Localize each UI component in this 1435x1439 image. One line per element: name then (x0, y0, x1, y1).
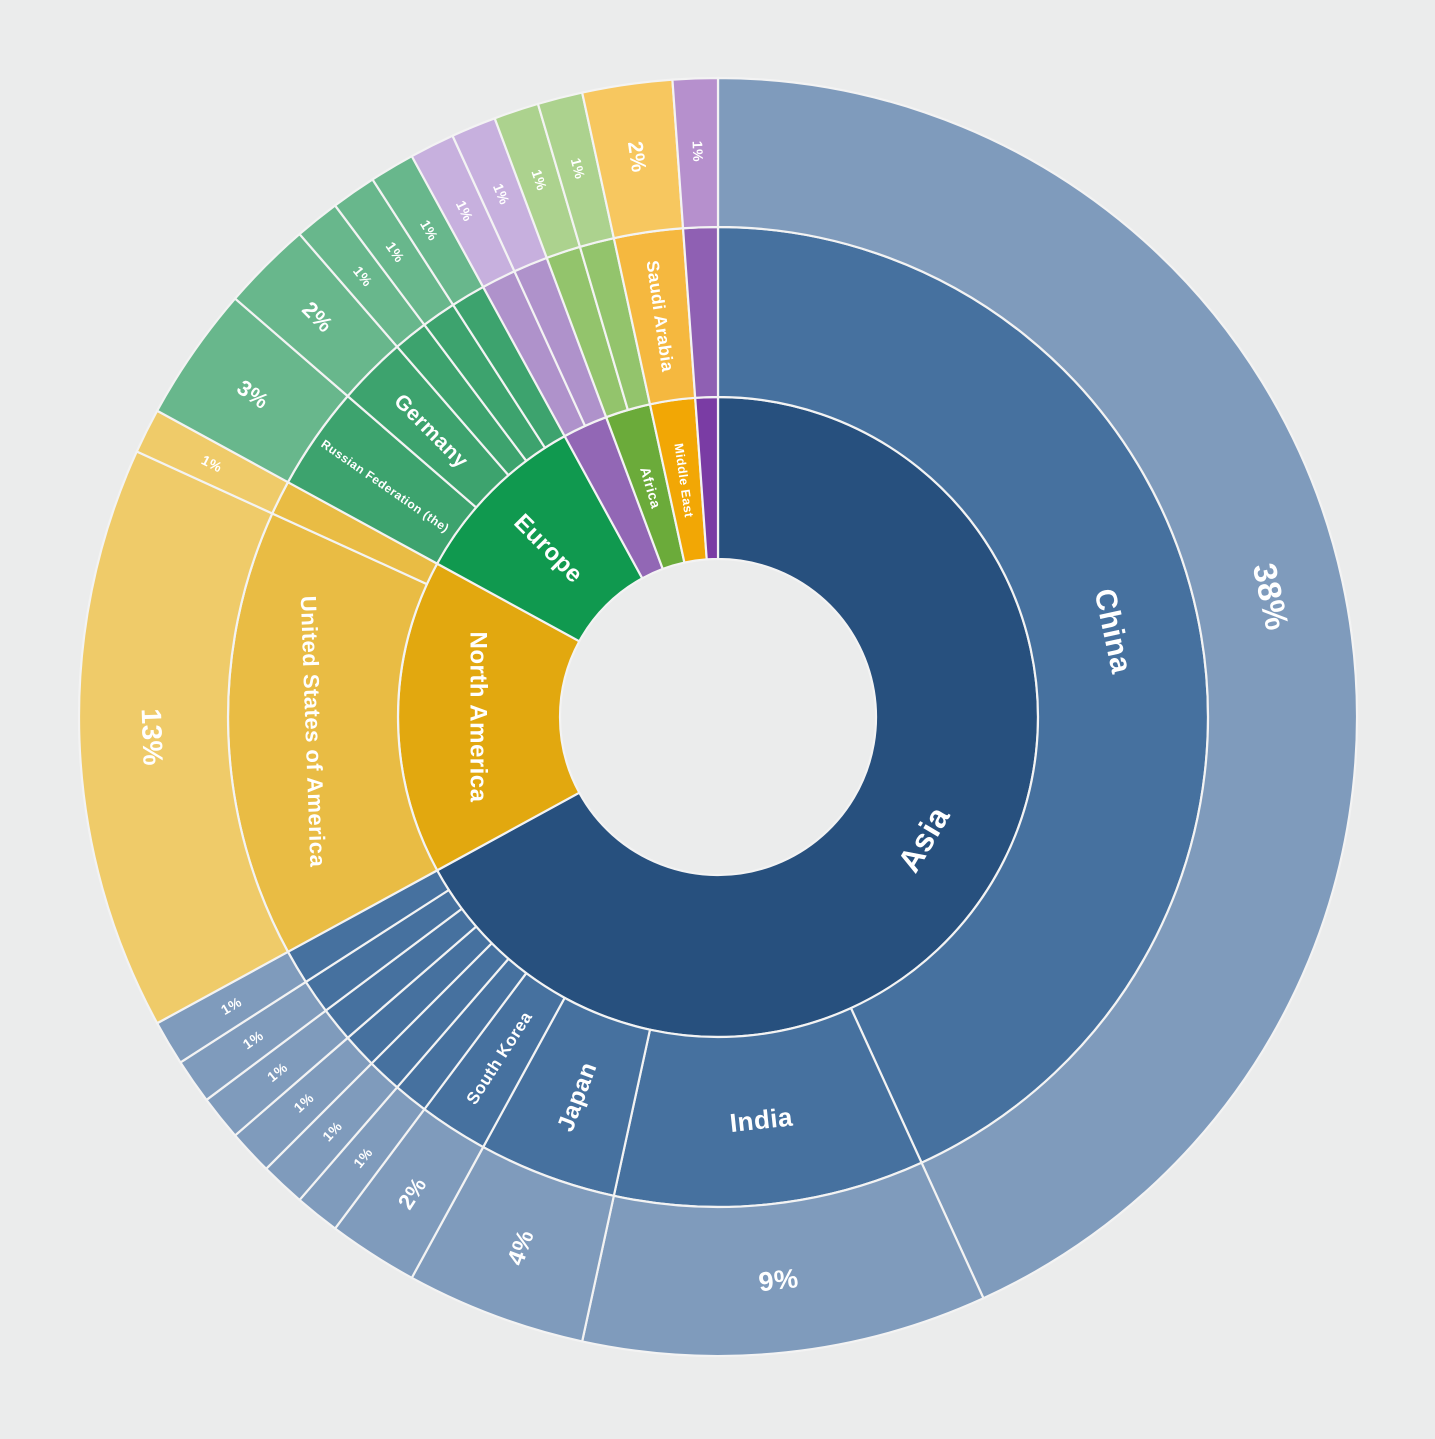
segment-share-china[interactable] (716, 76, 1359, 1300)
segment-share-region-7-other-1[interactable] (671, 76, 720, 230)
